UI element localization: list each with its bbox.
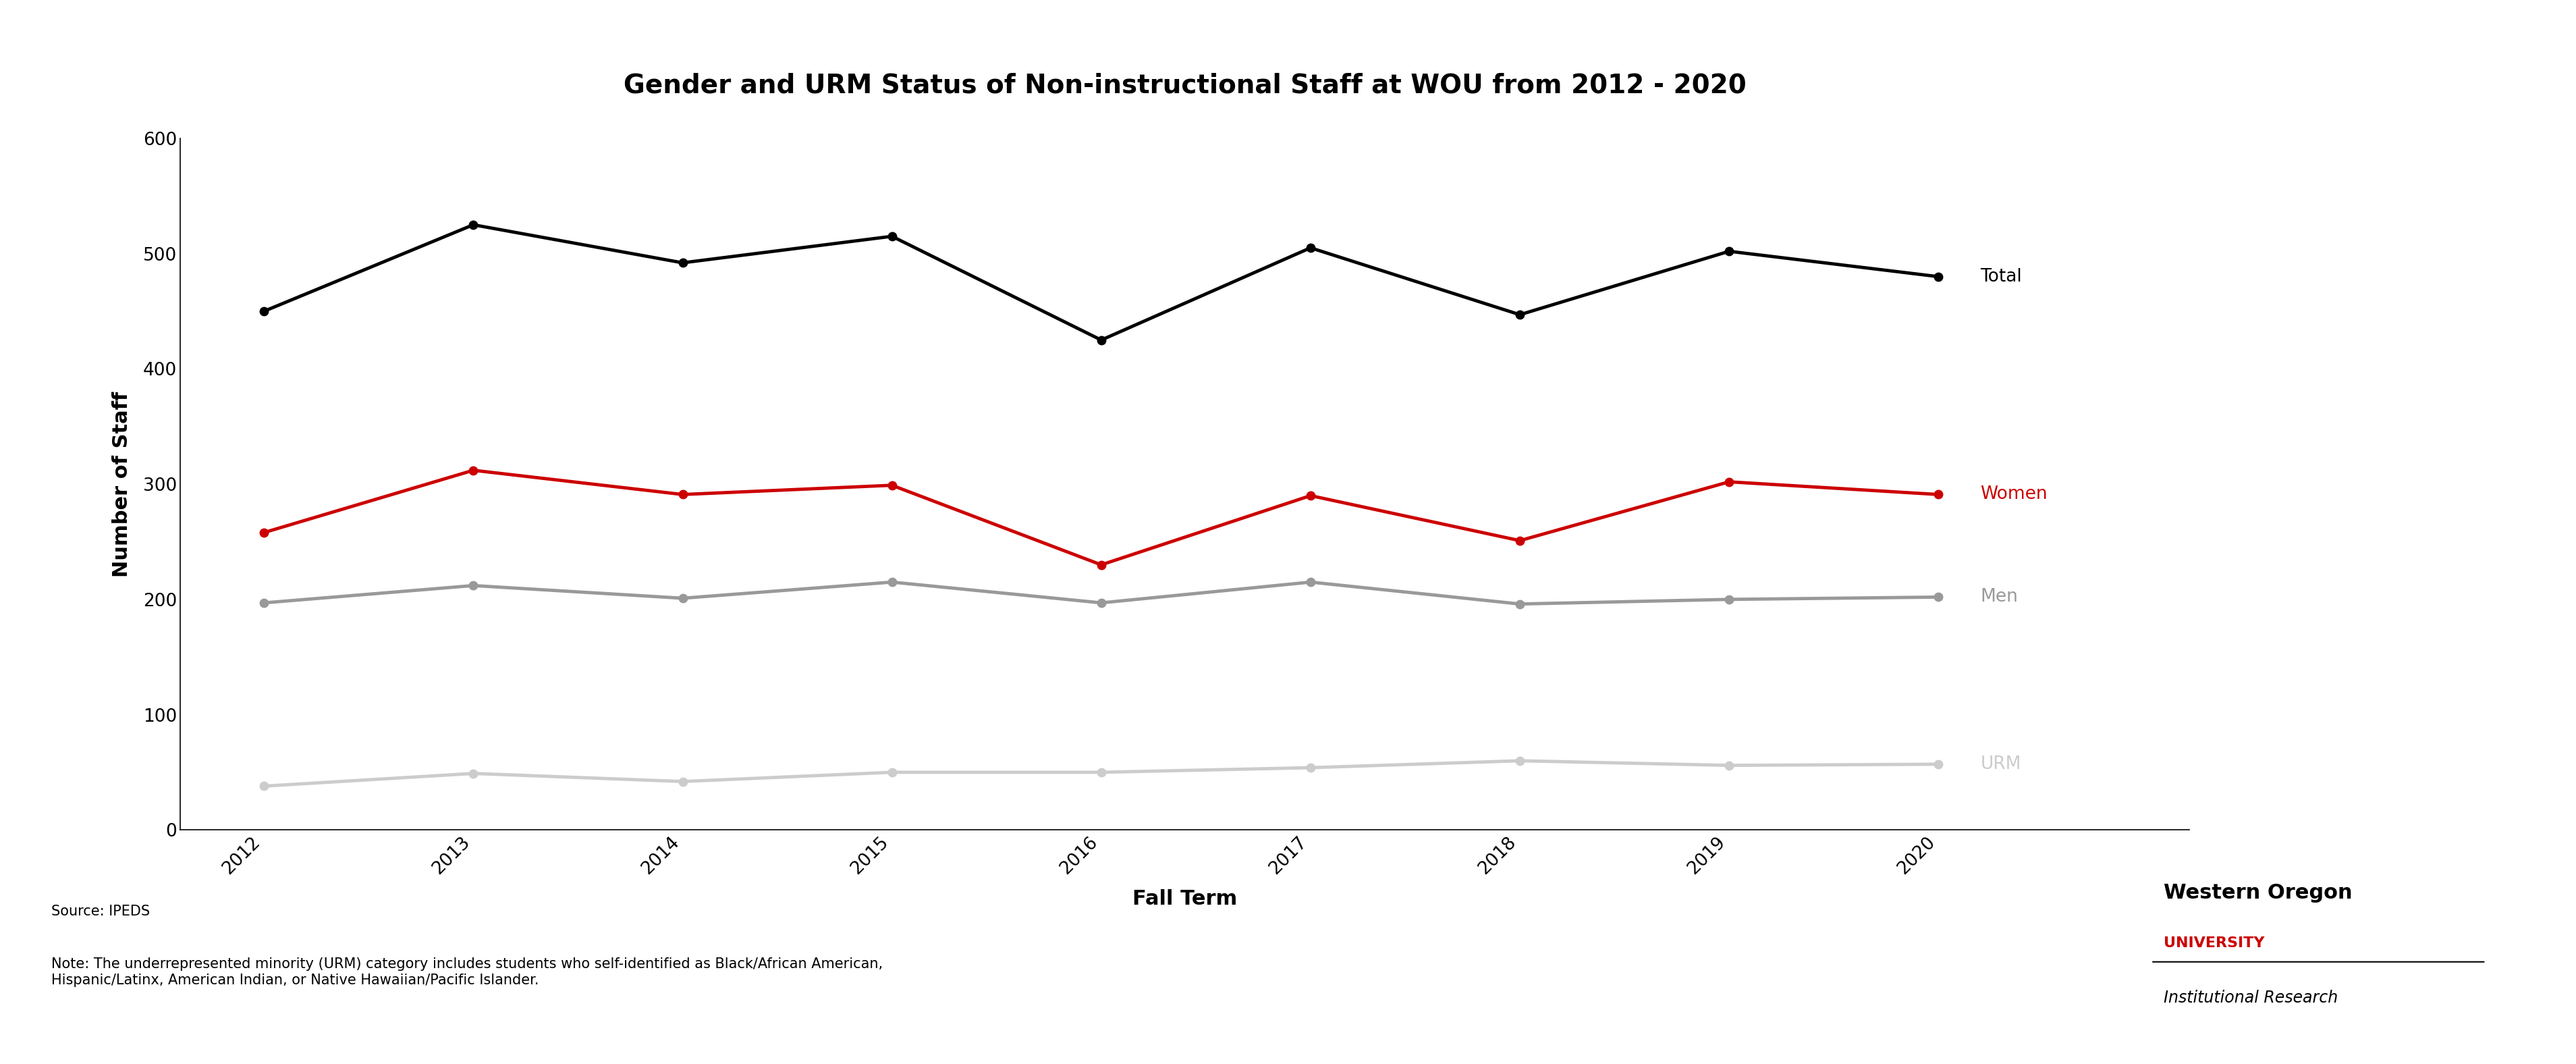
Text: Men: Men	[1981, 588, 2017, 605]
Text: Gender and URM Status of Non-instructional Staff at WOU from 2012 - 2020: Gender and URM Status of Non-instruction…	[623, 72, 1747, 98]
Y-axis label: Number of Staff: Number of Staff	[113, 392, 131, 577]
Text: URM: URM	[1981, 755, 2022, 772]
Text: Note: The underrepresented minority (URM) category includes students who self-id: Note: The underrepresented minority (URM…	[52, 958, 884, 986]
Text: Source: IPEDS: Source: IPEDS	[52, 904, 149, 918]
X-axis label: Fall Term: Fall Term	[1133, 888, 1236, 909]
Text: Total: Total	[1981, 268, 2022, 285]
Text: Institutional Research: Institutional Research	[2164, 990, 2339, 1005]
Text: Women: Women	[1981, 486, 2048, 503]
Text: Western Oregon: Western Oregon	[2164, 883, 2352, 902]
Text: UNIVERSITY: UNIVERSITY	[2164, 936, 2264, 950]
